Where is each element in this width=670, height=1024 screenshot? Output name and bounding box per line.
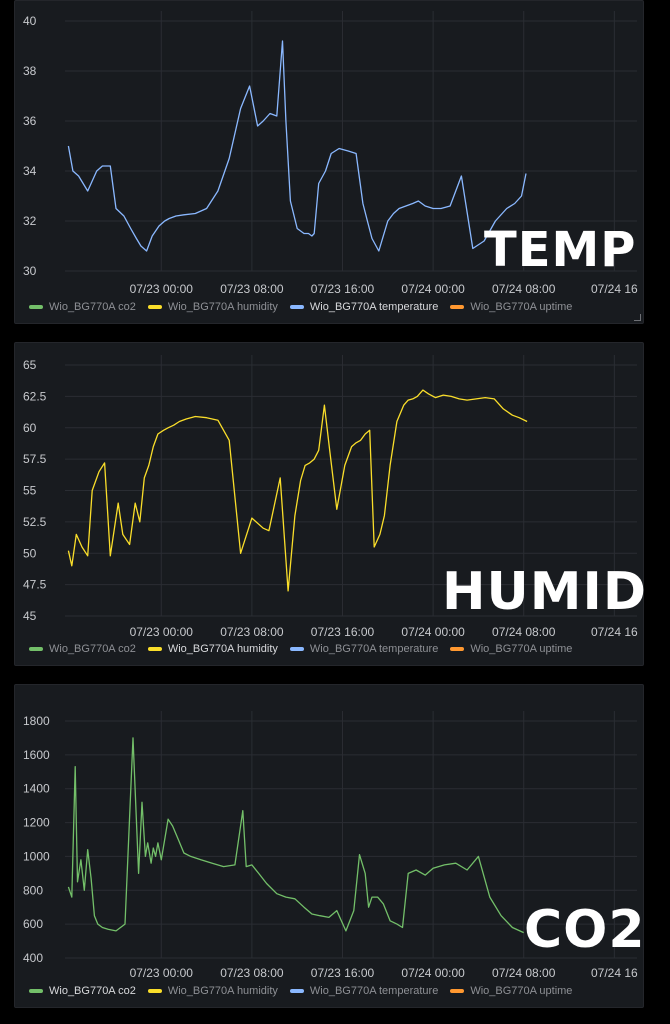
humid-overlay-label: HUMID bbox=[442, 562, 648, 622]
x-tick-label: 07/23 00:00 bbox=[130, 282, 194, 296]
x-tick-label: 07/24 00:00 bbox=[401, 625, 465, 639]
legend-label: Wio_BG770A uptime bbox=[470, 301, 573, 313]
x-tick-label: 07/23 08:00 bbox=[220, 625, 284, 639]
x-tick-label: 07/23 08:00 bbox=[220, 966, 284, 980]
x-tick-label: 07/24 00:00 bbox=[401, 282, 465, 296]
series-line bbox=[67, 389, 528, 592]
y-tick-label: 400 bbox=[23, 951, 43, 965]
co2-overlay-label: CO2 bbox=[524, 900, 646, 960]
x-tick-label: 07/24 16 bbox=[591, 625, 638, 639]
y-tick-label: 62.5 bbox=[23, 389, 47, 403]
y-tick-label: 800 bbox=[23, 883, 43, 897]
legend-label: Wio_BG770A humidity bbox=[167, 985, 278, 997]
y-tick-label: 45 bbox=[23, 609, 37, 623]
y-tick-label: 1600 bbox=[23, 748, 50, 762]
y-tick-label: 36 bbox=[23, 114, 37, 128]
temperature-chart: 30 32 34 36 38 40 07/23 00:00 07/23 08:00 07/23 … bbox=[23, 11, 638, 296]
series-line bbox=[67, 40, 527, 252]
legend-swatch-icon bbox=[289, 305, 304, 309]
legend-swatch-icon bbox=[147, 647, 162, 651]
temperature-panel: 30 32 34 36 38 40 07/23 00:00 07/23 08:00 07/23 … bbox=[14, 0, 644, 324]
legend-item[interactable]: Wio_BG770A temperature bbox=[289, 301, 439, 313]
legend-swatch-icon bbox=[147, 305, 162, 309]
x-tick-label: 07/24 16 bbox=[591, 966, 638, 980]
humidity-legend: Wio_BG770A co2 Wio_BG770A humidity Wio_BG7… bbox=[29, 643, 584, 655]
legend-swatch-icon bbox=[450, 989, 465, 993]
x-tick-label: 07/23 08:00 bbox=[220, 282, 284, 296]
co2-panel: 400 600 800 1000 1200 1400 1600 1800 07/23 00:00… bbox=[14, 684, 644, 1008]
legend-item[interactable]: Wio_BG770A humidity bbox=[147, 985, 278, 997]
legend-label: Wio_BG770A co2 bbox=[49, 301, 136, 313]
temperature-legend: Wio_BG770A co2 Wio_BG770A humidity Wio_BG7… bbox=[29, 301, 584, 313]
legend-label: Wio_BG770A temperature bbox=[309, 985, 439, 997]
legend-item[interactable]: Wio_BG770A humidity bbox=[147, 301, 278, 313]
y-tick-label: 57.5 bbox=[23, 452, 47, 466]
x-tick-label: 07/23 16:00 bbox=[311, 625, 375, 639]
legend-label: Wio_BG770A uptime bbox=[470, 985, 573, 997]
x-tick-label: 07/24 08:00 bbox=[492, 282, 556, 296]
y-tick-label: 60 bbox=[23, 421, 37, 435]
x-tick-label: 07/24 00:00 bbox=[401, 966, 465, 980]
y-tick-label: 1400 bbox=[23, 782, 50, 796]
x-tick-label: 07/24 16 bbox=[591, 282, 638, 296]
x-tick-label: 07/23 16:00 bbox=[311, 966, 375, 980]
y-tick-label: 65 bbox=[23, 358, 37, 372]
legend-swatch-icon bbox=[450, 647, 465, 651]
legend-item[interactable]: Wio_BG770A uptime bbox=[450, 985, 572, 997]
x-tick-label: 07/24 08:00 bbox=[492, 625, 556, 639]
y-tick-label: 34 bbox=[23, 164, 37, 178]
legend-swatch-icon bbox=[289, 647, 304, 651]
legend-item[interactable]: Wio_BG770A co2 bbox=[29, 643, 136, 655]
co2-chart: 400 600 800 1000 1200 1400 1600 1800 07/23 00:00… bbox=[23, 711, 638, 980]
humidity-panel: 45 47.5 50 52.5 55 57.5 60 62.5 65 07/23 00:00 07/… bbox=[14, 342, 644, 666]
legend-label: Wio_BG770A uptime bbox=[470, 643, 573, 655]
legend-item[interactable]: Wio_BG770A co2 bbox=[29, 301, 136, 313]
y-tick-label: 47.5 bbox=[23, 578, 47, 592]
legend-swatch-icon bbox=[29, 305, 43, 309]
legend-item[interactable]: Wio_BG770A uptime bbox=[450, 301, 572, 313]
y-tick-label: 40 bbox=[23, 14, 37, 28]
legend-label: Wio_BG770A temperature bbox=[309, 643, 439, 655]
legend-item[interactable]: Wio_BG770A temperature bbox=[289, 985, 439, 997]
legend-swatch-icon bbox=[147, 989, 162, 993]
humidity-chart: 45 47.5 50 52.5 55 57.5 60 62.5 65 07/23 00:00 07/… bbox=[23, 355, 638, 639]
y-tick-label: 1000 bbox=[23, 849, 50, 863]
legend-item[interactable]: Wio_BG770A co2 bbox=[29, 985, 136, 997]
y-tick-label: 55 bbox=[23, 484, 37, 498]
legend-swatch-icon bbox=[29, 989, 43, 993]
y-tick-label: 38 bbox=[23, 64, 37, 78]
y-tick-label: 600 bbox=[23, 917, 43, 931]
legend-label: Wio_BG770A humidity bbox=[167, 643, 278, 655]
temp-overlay-label: TEMP bbox=[484, 222, 637, 278]
legend-item[interactable]: Wio_BG770A uptime bbox=[450, 643, 572, 655]
legend-label: Wio_BG770A co2 bbox=[49, 643, 136, 655]
x-tick-label: 07/24 08:00 bbox=[492, 966, 556, 980]
x-tick-label: 07/23 00:00 bbox=[130, 625, 194, 639]
y-tick-label: 30 bbox=[23, 264, 37, 278]
co2-legend: Wio_BG770A co2 Wio_BG770A humidity Wio_BG7… bbox=[29, 985, 584, 997]
legend-label: Wio_BG770A temperature bbox=[309, 301, 439, 313]
x-tick-label: 07/23 16:00 bbox=[311, 282, 375, 296]
y-tick-label: 32 bbox=[23, 214, 37, 228]
legend-item[interactable]: Wio_BG770A temperature bbox=[289, 643, 439, 655]
y-tick-label: 1200 bbox=[23, 816, 50, 830]
legend-swatch-icon bbox=[29, 647, 43, 651]
legend-label: Wio_BG770A humidity bbox=[167, 301, 278, 313]
legend-label: Wio_BG770A co2 bbox=[49, 985, 136, 997]
legend-swatch-icon bbox=[289, 989, 304, 993]
y-tick-label: 50 bbox=[23, 546, 37, 560]
x-tick-label: 07/23 00:00 bbox=[130, 966, 194, 980]
series-line bbox=[67, 737, 524, 934]
legend-item[interactable]: Wio_BG770A humidity bbox=[147, 643, 278, 655]
legend-swatch-icon bbox=[450, 305, 465, 309]
y-tick-label: 52.5 bbox=[23, 515, 47, 529]
resize-handle-icon[interactable] bbox=[634, 314, 641, 321]
y-tick-label: 1800 bbox=[23, 714, 50, 728]
